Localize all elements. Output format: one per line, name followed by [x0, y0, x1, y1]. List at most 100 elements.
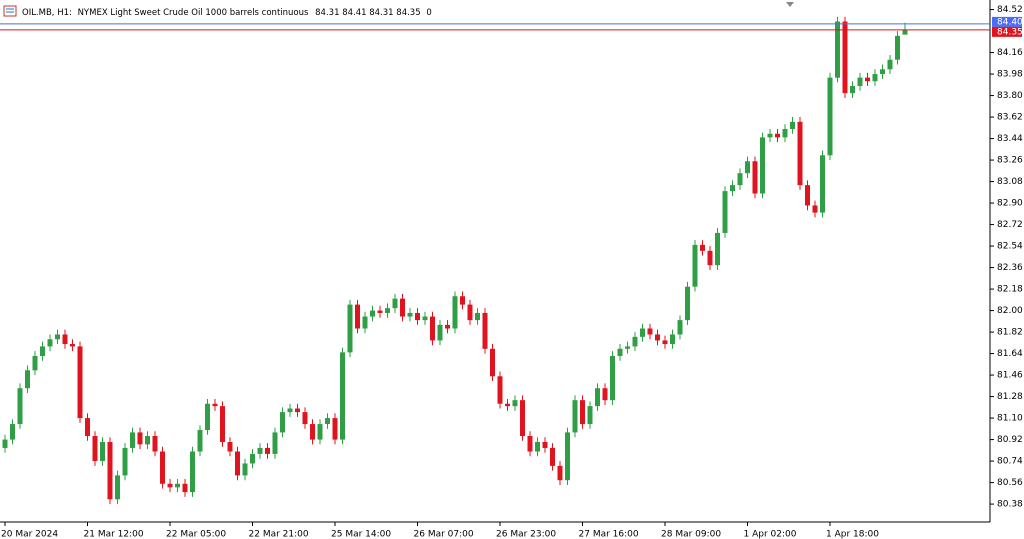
candle-body [257, 447, 263, 454]
chart-header: OIL.MB, H1: NYMEX Light Sweet Crude Oil … [22, 8, 432, 18]
bid-label: 84.35 [997, 27, 1023, 37]
y-tick-label: 81.28 [997, 392, 1023, 402]
symbol-icon [3, 5, 17, 17]
candle-body [632, 336, 638, 347]
candle-body [715, 232, 720, 266]
y-tick-label: 81.10 [997, 414, 1023, 424]
y-tick-label: 84.16 [997, 48, 1023, 58]
y-tick-label: 81.46 [997, 371, 1023, 381]
candle-body [325, 418, 330, 425]
ohlc-open: 84.31 [315, 8, 339, 18]
candle-body [167, 483, 173, 488]
candle-body [415, 312, 420, 321]
candle-body [242, 463, 248, 476]
candle-body [565, 432, 570, 481]
candle-body [265, 447, 270, 454]
y-tick-label: 81.82 [997, 328, 1023, 338]
candle-body [122, 447, 128, 476]
x-tick-label: 27 Mar 16:00 [579, 530, 639, 539]
candle-body [340, 352, 345, 440]
candle-body [392, 298, 398, 309]
candle-body [70, 344, 75, 347]
candle-body [25, 370, 30, 389]
candle-body [670, 334, 675, 345]
x-tick-label: 26 Mar 23:00 [496, 530, 556, 539]
x-tick-label: 22 Mar 21:00 [249, 530, 309, 539]
candle-body [790, 121, 795, 130]
y-tick-label: 84.52 [997, 5, 1023, 15]
candle-body [347, 304, 353, 353]
candle-body [272, 432, 278, 454]
candle-body [767, 133, 773, 138]
candle-body [707, 250, 713, 266]
candle-body [85, 418, 90, 436]
candle-body [317, 424, 323, 440]
candle-body [220, 406, 225, 442]
candle-body [145, 435, 150, 445]
symbol: OIL.MB, H1: [22, 8, 72, 18]
candle-body [587, 406, 593, 425]
x-tick-label: 22 Mar 05:00 [166, 530, 226, 539]
candle-body [107, 441, 113, 500]
x-tick-label: 26 Mar 07:00 [414, 530, 474, 539]
candle-body [362, 316, 368, 329]
candle-body [302, 412, 308, 425]
y-tick-label: 83.26 [997, 156, 1023, 166]
candle-body [430, 316, 435, 341]
description: NYMEX Light Sweet Crude Oil 1000 barrels… [78, 8, 309, 18]
candle-body [752, 161, 758, 194]
candle-body [182, 483, 188, 493]
candle-body [385, 308, 390, 313]
ohlc-close: 84.35 [396, 8, 420, 18]
candle-body [370, 310, 375, 317]
candle-body [520, 400, 525, 436]
candle-body [490, 348, 495, 377]
candle-body [287, 408, 293, 413]
candle-body [512, 400, 518, 407]
candle-body [32, 355, 38, 371]
candle-body [460, 296, 465, 305]
candle-body [542, 441, 548, 448]
ask-label-bg [992, 16, 1022, 27]
y-tick-label: 80.56 [997, 478, 1023, 488]
candle-body [820, 155, 825, 213]
candle-body [355, 304, 360, 329]
candle-body [805, 185, 810, 206]
candle-body [865, 77, 870, 82]
candle-body [175, 483, 180, 488]
candle-body [152, 435, 158, 452]
y-tick-label: 80.74 [997, 457, 1023, 467]
candle-body [535, 441, 540, 452]
candle-body [827, 77, 833, 156]
candle-body [467, 304, 473, 321]
candle-body [760, 137, 765, 194]
candle-body [92, 435, 98, 462]
candle-body [850, 86, 855, 94]
ohlc-low: 84.31 [369, 8, 393, 18]
candle-body [40, 346, 45, 356]
candle-body [332, 418, 338, 440]
candle-body [250, 453, 255, 464]
candle-body [212, 403, 218, 407]
candle-body [857, 77, 863, 87]
candle-body [62, 334, 68, 345]
candle-body [190, 451, 195, 493]
candle-body [2, 439, 8, 448]
candle-body [482, 312, 488, 349]
candle-body [295, 408, 300, 413]
y-tick-label: 82.18 [997, 285, 1023, 295]
y-tick-label: 83.98 [997, 70, 1023, 80]
x-tick-label: 1 Apr 02:00 [744, 530, 797, 539]
ask-label: 84.40 [997, 17, 1023, 27]
candle-body [655, 334, 660, 341]
candle-body [895, 35, 900, 60]
y-tick-label: 80.38 [997, 500, 1023, 510]
candle-body [640, 328, 645, 337]
candle-body [880, 69, 885, 75]
candle-body [452, 296, 458, 329]
y-tick-label: 83.62 [997, 113, 1023, 123]
candle-body [475, 312, 480, 321]
y-tick-label: 82.54 [997, 242, 1023, 252]
